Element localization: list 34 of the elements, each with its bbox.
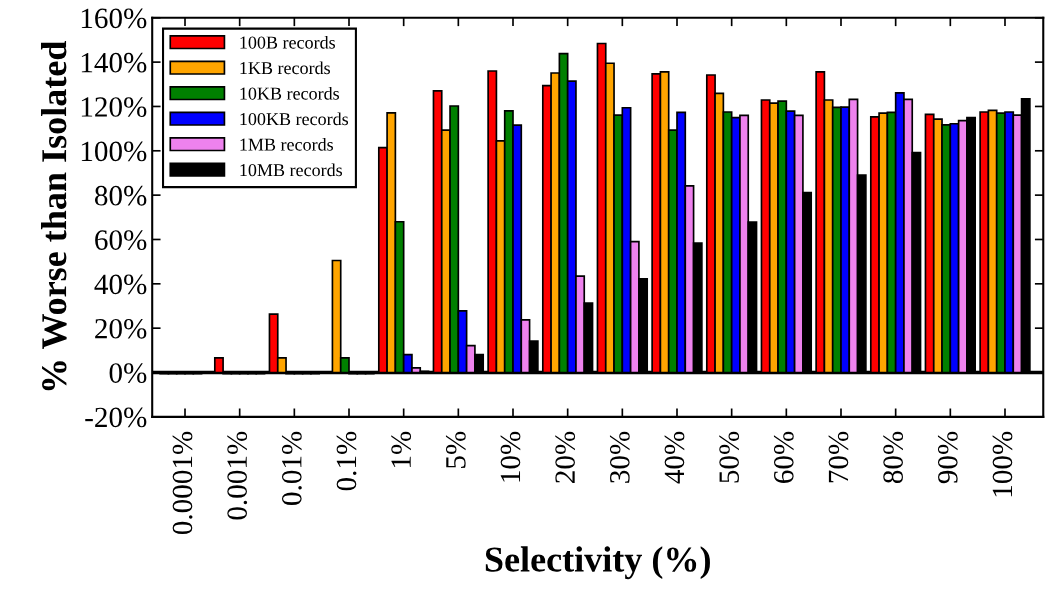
x-tick-label: 60% (773, 431, 794, 483)
x-tick-label: 100% (992, 431, 1013, 497)
y-tick-label: 20% (95, 318, 147, 339)
y-tick-label: 120% (81, 97, 147, 117)
y-tick-label: 60% (95, 230, 147, 250)
x-tick-label: 5% (445, 431, 466, 468)
x-tick-label: 0.001% (227, 431, 248, 520)
legend-label: 1KB records (240, 61, 330, 75)
legend-label: 100B records (240, 35, 335, 49)
y-axis-title: % Worse than Isolated (41, 40, 67, 391)
y-tick-label: -20% (85, 407, 147, 428)
legend-label: 10KB records (240, 86, 340, 100)
y-tick-label: 140% (81, 52, 147, 73)
x-tick-label: 0.01% (281, 431, 302, 505)
y-tick-label: 100% (81, 141, 147, 162)
x-tick-label: 1% (391, 431, 412, 468)
x-axis-title: Selectivity (%) (485, 546, 710, 580)
y-tick-label: 40% (94, 274, 147, 295)
y-tick-label: 160% (81, 8, 147, 29)
legend-label: 1MB records (240, 137, 333, 151)
y-tick-label: 80% (95, 185, 147, 206)
x-tick-label: 90% (937, 431, 958, 484)
x-tick-label: 0.0001% (172, 431, 193, 535)
y-tick-label: 0% (109, 363, 147, 383)
x-tick-label: 40% (664, 431, 685, 484)
x-tick-label: 70% (828, 431, 849, 483)
x-tick-label: 30% (609, 431, 630, 483)
x-tick-label: 20% (555, 431, 576, 483)
legend-label: 100KB records (240, 112, 349, 126)
x-tick-label: 0.1% (336, 431, 357, 491)
x-tick-label: 80% (883, 431, 904, 484)
x-tick-label: 10% (500, 431, 521, 482)
x-tick-label: 50% (719, 431, 740, 483)
legend-label: 10MB records (240, 163, 343, 177)
